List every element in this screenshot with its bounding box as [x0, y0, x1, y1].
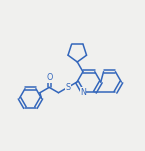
Text: O: O [46, 73, 52, 82]
Text: S: S [65, 83, 70, 92]
Text: N: N [80, 88, 86, 97]
